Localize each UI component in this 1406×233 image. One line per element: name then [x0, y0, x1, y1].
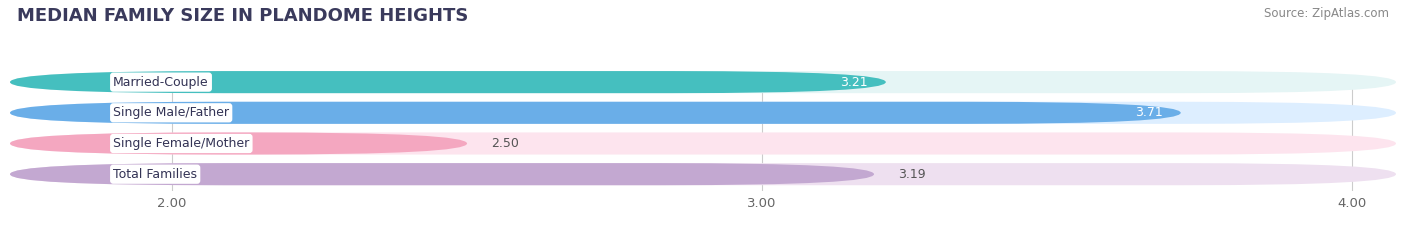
Text: Single Male/Father: Single Male/Father [114, 106, 229, 119]
Text: Single Female/Mother: Single Female/Mother [114, 137, 249, 150]
FancyBboxPatch shape [10, 132, 1396, 154]
FancyBboxPatch shape [10, 71, 886, 93]
Text: 2.50: 2.50 [491, 137, 519, 150]
Text: 3.71: 3.71 [1135, 106, 1163, 119]
FancyBboxPatch shape [10, 102, 1396, 124]
Text: MEDIAN FAMILY SIZE IN PLANDOME HEIGHTS: MEDIAN FAMILY SIZE IN PLANDOME HEIGHTS [17, 7, 468, 25]
FancyBboxPatch shape [10, 163, 1396, 185]
FancyBboxPatch shape [10, 132, 467, 154]
Text: 3.19: 3.19 [897, 168, 925, 181]
FancyBboxPatch shape [10, 163, 875, 185]
Text: Source: ZipAtlas.com: Source: ZipAtlas.com [1264, 7, 1389, 20]
FancyBboxPatch shape [10, 102, 1181, 124]
Text: 3.21: 3.21 [841, 76, 868, 89]
Text: Married-Couple: Married-Couple [114, 76, 209, 89]
FancyBboxPatch shape [10, 71, 1396, 93]
Text: Total Families: Total Families [114, 168, 197, 181]
